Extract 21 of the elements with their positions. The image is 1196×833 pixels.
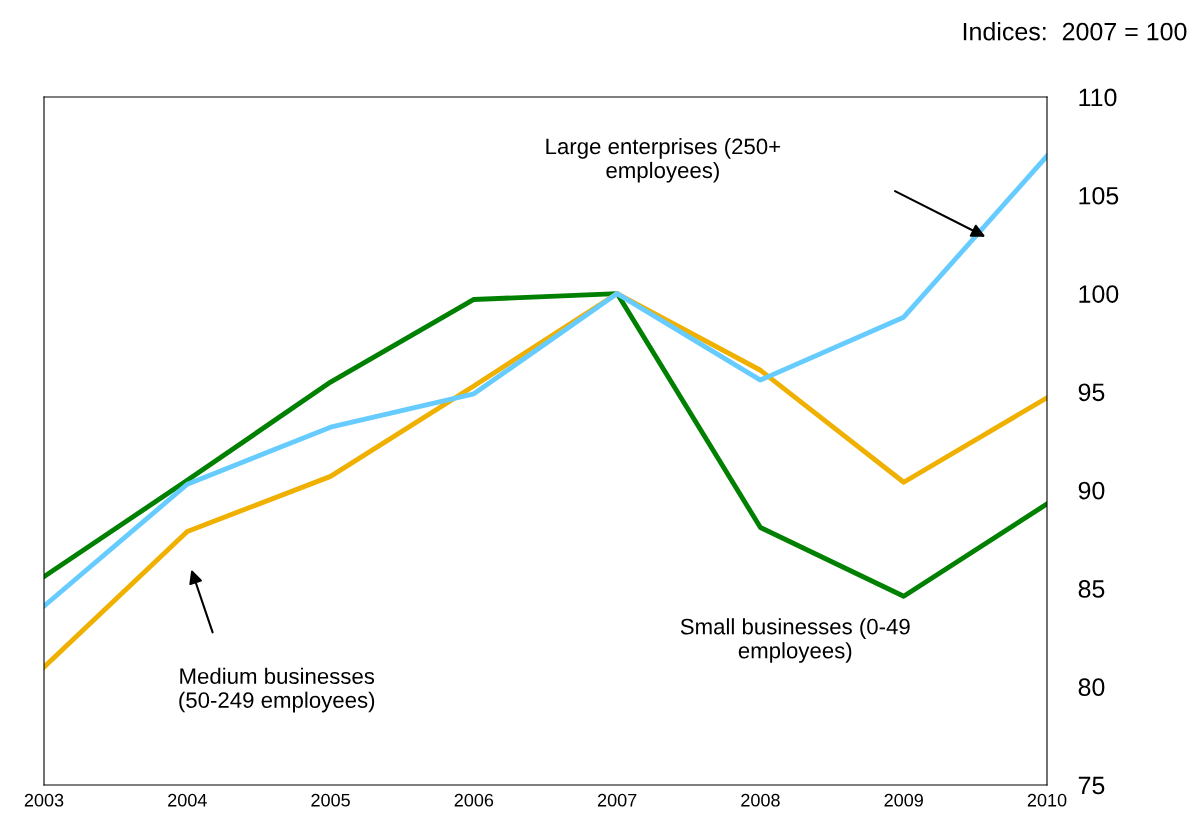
x-tick-label: 2004: [168, 793, 207, 807]
y-tick-label: 75: [1078, 776, 1105, 795]
y-axis-title: Indices: 2007 = 100: [963, 22, 1187, 41]
x-tick-label: 2007: [597, 793, 637, 807]
y-tick-label: 80: [1078, 678, 1105, 697]
line-series: [44, 291, 1047, 599]
x-tick-label: 2010: [1027, 793, 1067, 807]
annotation: Medium businesses (50-249 employees): [179, 667, 375, 713]
y-tick-label: 110: [1079, 88, 1117, 107]
x-tick-label: 2008: [741, 793, 780, 807]
annotation: Large enterprises (250+ employees): [546, 137, 781, 183]
annotation: Small businesses (0-49 employees): [680, 618, 910, 663]
y-tick-label: 90: [1078, 481, 1105, 500]
y-tick-label: 85: [1078, 580, 1105, 598]
x-tick-label: 2006: [454, 793, 494, 807]
y-tick-label: 100: [1079, 285, 1119, 303]
y-tick-label: 95: [1078, 383, 1105, 402]
x-tick-label: 2003: [24, 793, 64, 807]
y-tick-label: 105: [1079, 186, 1119, 205]
x-tick-label: 2009: [884, 793, 923, 807]
x-tick-label: 2005: [311, 793, 350, 807]
